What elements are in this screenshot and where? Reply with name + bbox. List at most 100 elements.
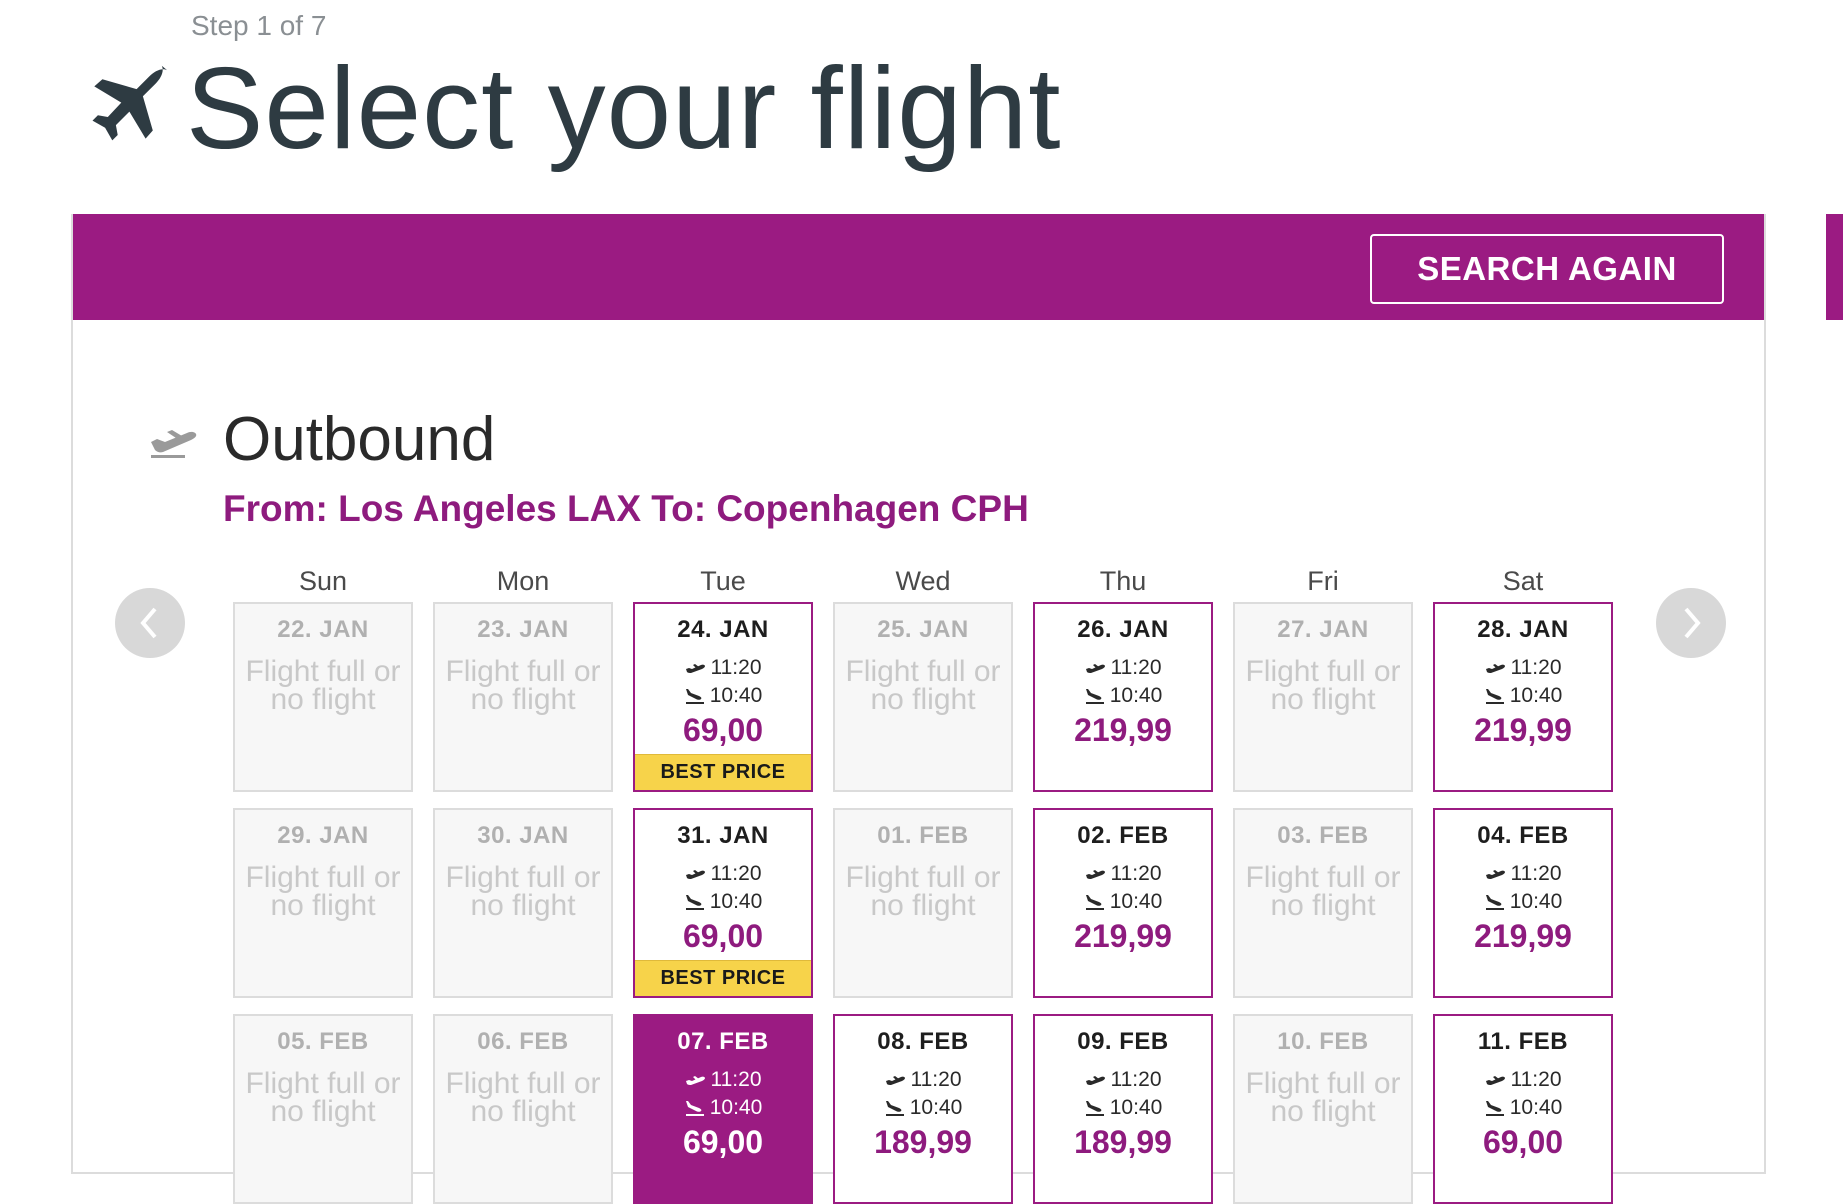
day-cell[interactable]: 02. FEB 11:20 10:40 219,99 bbox=[1033, 808, 1213, 998]
arrival-icon bbox=[1485, 1101, 1504, 1116]
arrival-time: 10:40 bbox=[635, 888, 811, 916]
arrival-time-value: 10:40 bbox=[1509, 1096, 1563, 1119]
unavailable-day-cell: 10. FEB Flight full or no flight bbox=[1233, 1014, 1413, 1204]
fare-price: 69,00 bbox=[682, 918, 764, 954]
day-date: 01. FEB bbox=[877, 822, 969, 849]
departure-icon bbox=[685, 1076, 705, 1085]
arrival-icon bbox=[1085, 1101, 1104, 1116]
departure-icon bbox=[1085, 870, 1105, 879]
departure-icon bbox=[885, 1076, 905, 1085]
day-date: 31. JAN bbox=[677, 822, 769, 849]
fare-price: 219,99 bbox=[1074, 918, 1172, 954]
arrival-time-value: 10:40 bbox=[1109, 890, 1163, 913]
departure-time: 11:20 bbox=[635, 654, 811, 682]
side-panel-edge bbox=[1826, 214, 1843, 320]
previous-week-button[interactable] bbox=[115, 588, 185, 658]
departure-time: 11:20 bbox=[635, 860, 811, 888]
day-cell[interactable]: 11. FEB 11:20 10:40 69,00 bbox=[1433, 1014, 1613, 1204]
unavailable-day-cell: 29. JAN Flight full or no flight bbox=[233, 808, 413, 998]
weekday-label: Fri bbox=[1307, 566, 1339, 596]
departure-time: 11:20 bbox=[1035, 654, 1211, 682]
unavailable-day-cell: 06. FEB Flight full or no flight bbox=[433, 1014, 613, 1204]
arrival-icon bbox=[685, 1101, 704, 1116]
weekday-label: Wed bbox=[895, 566, 951, 596]
next-week-button[interactable] bbox=[1656, 588, 1726, 658]
arrival-time-value: 10:40 bbox=[1109, 1096, 1163, 1119]
departure-time-value: 11:20 bbox=[710, 656, 762, 679]
departure-time-value: 11:20 bbox=[910, 1068, 962, 1091]
fare-price: 219,99 bbox=[1074, 712, 1172, 748]
unavailable-day-cell: 30. JAN Flight full or no flight bbox=[433, 808, 613, 998]
arrival-time-value: 10:40 bbox=[1509, 684, 1563, 707]
arrival-time: 10:40 bbox=[1435, 682, 1611, 710]
selected-day-cell[interactable]: 07. FEB 11:20 10:40 69,00 bbox=[633, 1014, 813, 1204]
departure-time: 11:20 bbox=[1035, 1066, 1211, 1094]
unavailable-text: Flight full or no flight bbox=[1245, 1067, 1401, 1128]
unavailable-day-cell: 01. FEB Flight full or no flight bbox=[833, 808, 1013, 998]
day-cell[interactable]: 31. JAN 11:20 10:40 69,00 BEST PRICE bbox=[633, 808, 813, 998]
chevron-right-icon bbox=[1684, 607, 1701, 639]
unavailable-text: Flight full or no flight bbox=[245, 655, 401, 716]
airplane-icon bbox=[92, 65, 168, 141]
day-cell[interactable]: 04. FEB 11:20 10:40 219,99 bbox=[1433, 808, 1613, 998]
weekday-label: Thu bbox=[1099, 566, 1147, 596]
departure-time: 11:20 bbox=[1035, 860, 1211, 888]
arrival-time-value: 10:40 bbox=[909, 1096, 963, 1119]
departure-time-value: 11:20 bbox=[1510, 862, 1562, 885]
arrival-time-value: 10:40 bbox=[1509, 890, 1563, 913]
departure-time-value: 11:20 bbox=[1510, 656, 1562, 679]
departure-time-value: 11:20 bbox=[1110, 656, 1162, 679]
unavailable-text: Flight full or no flight bbox=[445, 1067, 601, 1128]
unavailable-day-cell: 03. FEB Flight full or no flight bbox=[1233, 808, 1413, 998]
unavailable-text: Flight full or no flight bbox=[445, 655, 601, 716]
departure-time: 11:20 bbox=[835, 1066, 1011, 1094]
day-cell[interactable]: 28. JAN 11:20 10:40 219,99 bbox=[1433, 602, 1613, 792]
fare-price: 189,99 bbox=[874, 1124, 972, 1160]
day-date: 02. FEB bbox=[1077, 822, 1169, 849]
weekday-label: Mon bbox=[496, 566, 550, 596]
page-header: Select your flight bbox=[88, 48, 1062, 168]
day-date: 27. JAN bbox=[1277, 616, 1369, 643]
unavailable-text: Flight full or no flight bbox=[445, 861, 601, 922]
day-date: 22. JAN bbox=[277, 616, 369, 643]
arrival-icon bbox=[685, 689, 704, 704]
departure-time: 11:20 bbox=[635, 1066, 811, 1094]
arrival-time: 10:40 bbox=[1035, 1094, 1211, 1122]
day-date: 04. FEB bbox=[1477, 822, 1569, 849]
day-date: 23. JAN bbox=[477, 616, 569, 643]
arrival-time-value: 10:40 bbox=[1109, 684, 1163, 707]
departure-time: 11:20 bbox=[1435, 860, 1611, 888]
search-again-button[interactable]: SEARCH AGAIN bbox=[1370, 234, 1724, 304]
departure-icon bbox=[151, 429, 197, 458]
best-price-badge: BEST PRICE bbox=[635, 960, 811, 996]
day-date: 28. JAN bbox=[1477, 616, 1569, 643]
departure-time: 11:20 bbox=[1435, 1066, 1611, 1094]
day-date: 24. JAN bbox=[677, 616, 769, 643]
arrival-time: 10:40 bbox=[835, 1094, 1011, 1122]
day-cell[interactable]: 26. JAN 11:20 10:40 219,99 bbox=[1033, 602, 1213, 792]
day-date: 30. JAN bbox=[477, 822, 569, 849]
day-date: 05. FEB bbox=[277, 1028, 369, 1055]
fare-price: 219,99 bbox=[1474, 918, 1572, 954]
chevron-left-icon bbox=[140, 607, 157, 639]
route-label: From: Los Angeles LAX To: Copenhagen CPH bbox=[223, 488, 1029, 529]
arrival-icon bbox=[1485, 895, 1504, 910]
departure-time: 11:20 bbox=[1435, 654, 1611, 682]
panel-toolbar: SEARCH AGAIN bbox=[73, 214, 1764, 320]
day-date: 03. FEB bbox=[1277, 822, 1369, 849]
unavailable-text: Flight full or no flight bbox=[1245, 861, 1401, 922]
day-date: 10. FEB bbox=[1277, 1028, 1369, 1055]
day-cell[interactable]: 09. FEB 11:20 10:40 189,99 bbox=[1033, 1014, 1213, 1204]
fare-price: 69,00 bbox=[682, 1124, 764, 1160]
arrival-time-value: 10:40 bbox=[709, 890, 763, 913]
arrival-time: 10:40 bbox=[1435, 1094, 1611, 1122]
day-date: 11. FEB bbox=[1477, 1028, 1569, 1055]
unavailable-day-cell: 23. JAN Flight full or no flight bbox=[433, 602, 613, 792]
outbound-title: Outbound bbox=[223, 405, 496, 474]
day-cell[interactable]: 24. JAN 11:20 10:40 69,00 BEST PRICE bbox=[633, 602, 813, 792]
arrival-icon bbox=[885, 1101, 904, 1116]
departure-icon bbox=[1485, 870, 1505, 879]
fare-price: 69,00 bbox=[1482, 1124, 1564, 1160]
day-cell[interactable]: 08. FEB 11:20 10:40 189,99 bbox=[833, 1014, 1013, 1204]
unavailable-day-cell: 22. JAN Flight full or no flight bbox=[233, 602, 413, 792]
